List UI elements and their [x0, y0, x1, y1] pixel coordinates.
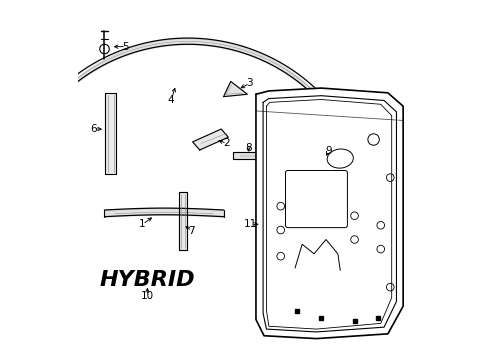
Text: 5: 5: [122, 42, 129, 51]
Text: 10: 10: [141, 291, 154, 301]
Text: HYBRID: HYBRID: [99, 270, 195, 290]
Text: 7: 7: [188, 226, 195, 236]
Text: 4: 4: [168, 95, 174, 105]
Polygon shape: [193, 129, 228, 150]
Text: 11: 11: [244, 219, 257, 229]
Polygon shape: [105, 93, 117, 174]
Text: 8: 8: [245, 143, 252, 153]
Polygon shape: [179, 192, 187, 250]
Text: 2: 2: [223, 138, 230, 148]
Text: 3: 3: [246, 78, 253, 88]
Text: 1: 1: [139, 219, 146, 229]
Polygon shape: [256, 88, 403, 339]
Text: 6: 6: [90, 124, 97, 134]
Text: 9: 9: [325, 147, 332, 157]
Polygon shape: [262, 216, 271, 234]
Polygon shape: [223, 81, 247, 96]
